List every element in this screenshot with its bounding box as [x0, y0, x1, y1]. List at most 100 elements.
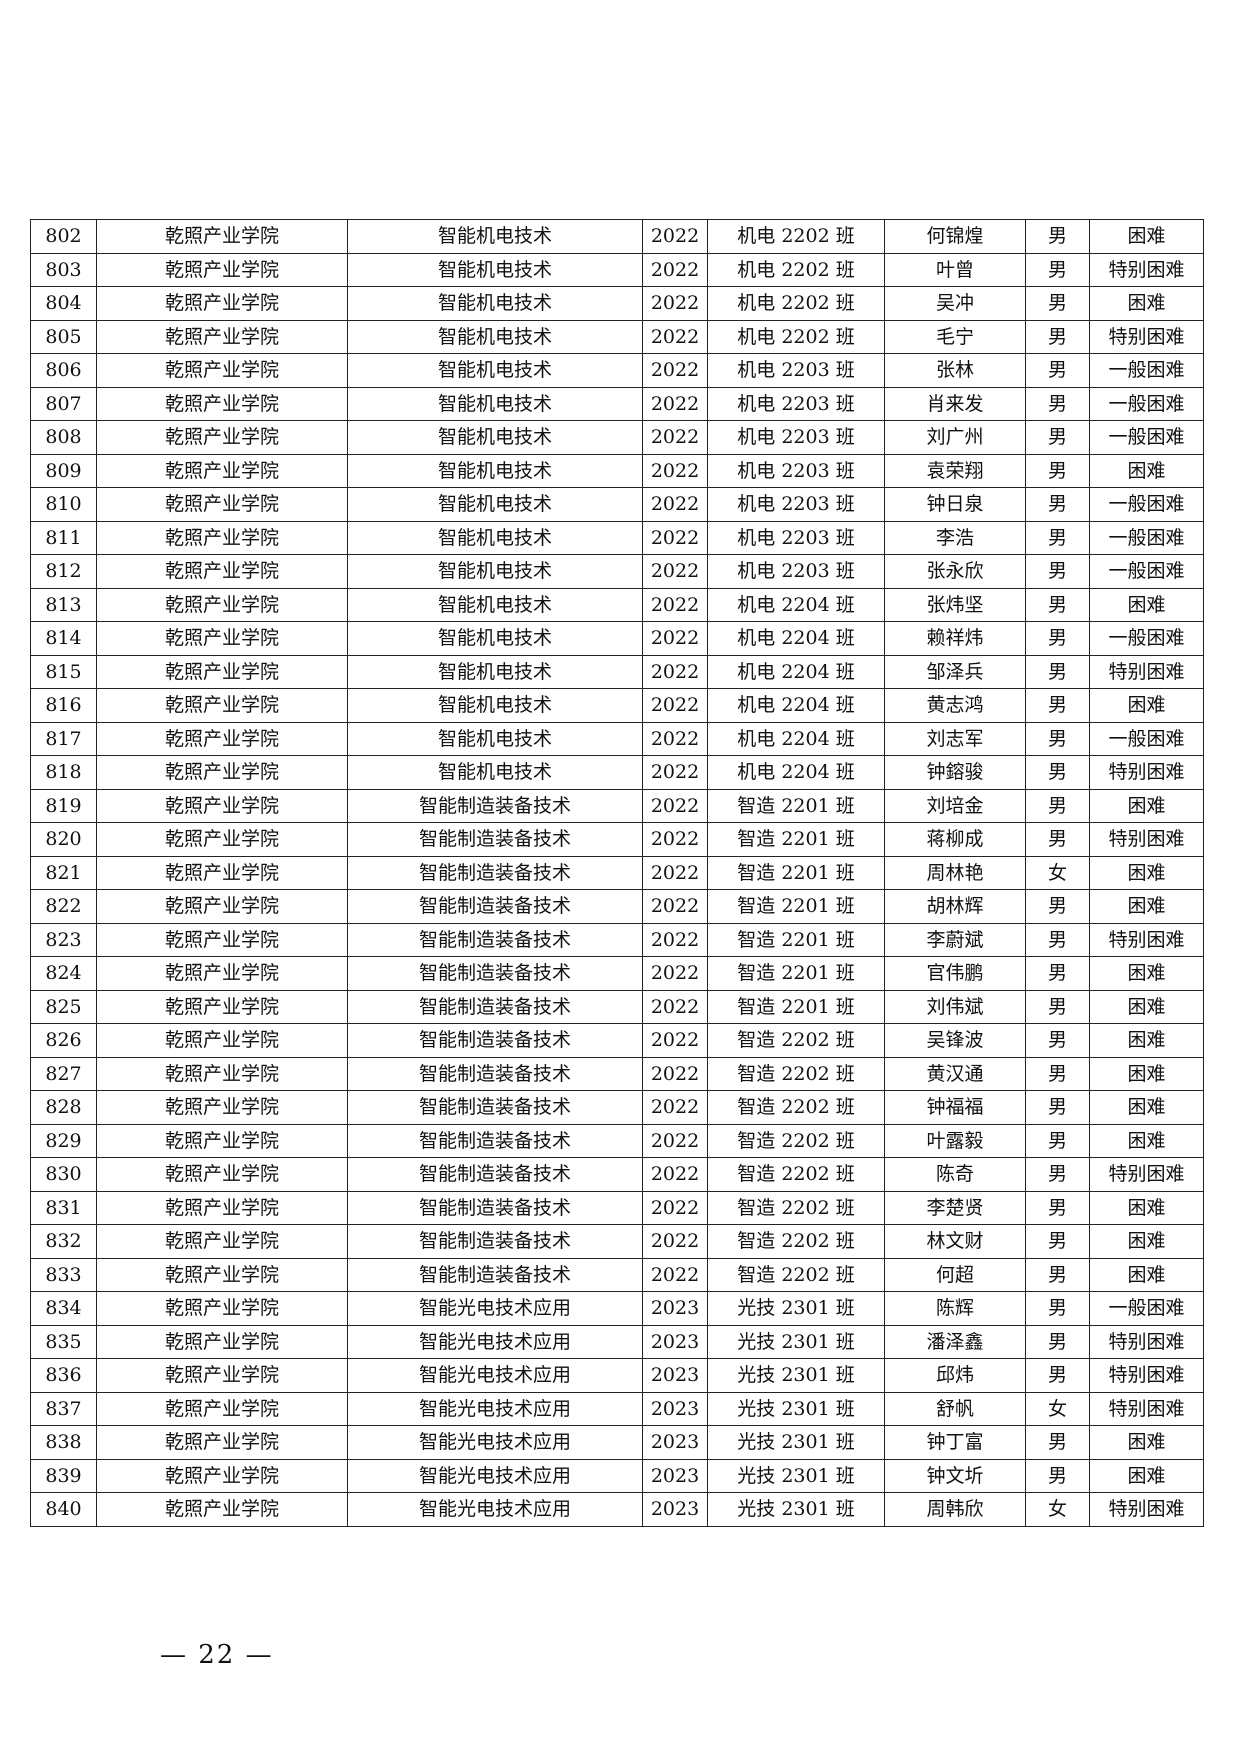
cell-gender: 男 — [1025, 252, 1090, 287]
cell-difficulty-level: 困难 — [1089, 1023, 1204, 1058]
table-row: 822 乾照产业学院 智能制造装备技术 2022 智造 2201 班胡林辉男困难 — [30, 889, 1204, 924]
cell-gender: 男 — [1025, 1023, 1090, 1058]
cell-difficulty-level: 特别困难 — [1089, 1391, 1204, 1426]
cell-grade: 2022 — [642, 554, 708, 589]
cell-row-number: 812 — [30, 554, 97, 589]
cell-row-number: 813 — [30, 587, 97, 622]
cell-student-name: 张林 — [884, 353, 1026, 388]
cell-class: 机电 2204 班 — [707, 755, 885, 790]
cell-major: 智能机电技术 — [347, 219, 643, 254]
cell-class: 机电 2203 班 — [707, 386, 885, 421]
cell-class: 智造 2202 班 — [707, 1123, 885, 1158]
table-row: 834 乾照产业学院 智能光电技术应用 2023 光技 2301 班陈辉男一般困难 — [30, 1291, 1204, 1326]
cell-row-number: 816 — [30, 688, 97, 723]
cell-grade: 2023 — [642, 1425, 708, 1460]
cell-major: 智能光电技术应用 — [347, 1391, 643, 1426]
cell-major: 智能制造装备技术 — [347, 989, 643, 1024]
cell-grade: 2022 — [642, 688, 708, 723]
cell-gender: 男 — [1025, 688, 1090, 723]
cell-row-number: 803 — [30, 252, 97, 287]
table-row: 836 乾照产业学院 智能光电技术应用 2023 光技 2301 班邱炜男特别困难 — [30, 1358, 1204, 1393]
table-row: 826 乾照产业学院 智能制造装备技术 2022 智造 2202 班吴锋波男困难 — [30, 1023, 1204, 1058]
cell-class: 智造 2201 班 — [707, 922, 885, 957]
cell-grade: 2022 — [642, 1056, 708, 1091]
cell-grade: 2022 — [642, 252, 708, 287]
cell-difficulty-level: 特别困难 — [1089, 1324, 1204, 1359]
cell-student-name: 李蔚斌 — [884, 922, 1026, 957]
cell-grade: 2022 — [642, 1023, 708, 1058]
cell-grade: 2022 — [642, 1224, 708, 1259]
cell-major: 智能光电技术应用 — [347, 1358, 643, 1393]
cell-gender: 男 — [1025, 922, 1090, 957]
cell-difficulty-level: 困难 — [1089, 1425, 1204, 1460]
cell-difficulty-level: 一般困难 — [1089, 353, 1204, 388]
cell-class: 智造 2201 班 — [707, 956, 885, 991]
cell-college: 乾照产业学院 — [96, 889, 348, 924]
cell-class: 光技 2301 班 — [707, 1458, 885, 1493]
cell-gender: 男 — [1025, 353, 1090, 388]
cell-difficulty-level: 困难 — [1089, 286, 1204, 321]
cell-row-number: 820 — [30, 822, 97, 857]
table-row: 828 乾照产业学院 智能制造装备技术 2022 智造 2202 班钟福福男困难 — [30, 1090, 1204, 1125]
cell-row-number: 823 — [30, 922, 97, 957]
cell-row-number: 837 — [30, 1391, 97, 1426]
cell-grade: 2022 — [642, 520, 708, 555]
cell-gender: 男 — [1025, 386, 1090, 421]
cell-gender: 男 — [1025, 1257, 1090, 1292]
cell-row-number: 811 — [30, 520, 97, 555]
cell-major: 智能光电技术应用 — [347, 1492, 643, 1527]
cell-difficulty-level: 特别困难 — [1089, 922, 1204, 957]
cell-class: 机电 2202 班 — [707, 219, 885, 254]
cell-student-name: 官伟鹏 — [884, 956, 1026, 991]
table-row: 813 乾照产业学院 智能机电技术 2022 机电 2204 班张炜坚男困难 — [30, 587, 1204, 622]
cell-major: 智能光电技术应用 — [347, 1425, 643, 1460]
cell-student-name: 黄汉通 — [884, 1056, 1026, 1091]
cell-college: 乾照产业学院 — [96, 989, 348, 1024]
cell-grade: 2023 — [642, 1492, 708, 1527]
cell-row-number: 821 — [30, 855, 97, 890]
cell-major: 智能光电技术应用 — [347, 1291, 643, 1326]
table-row: 833 乾照产业学院 智能制造装备技术 2022 智造 2202 班何超男困难 — [30, 1257, 1204, 1292]
cell-difficulty-level: 一般困难 — [1089, 621, 1204, 656]
cell-grade: 2023 — [642, 1358, 708, 1393]
cell-grade: 2022 — [642, 286, 708, 321]
cell-class: 光技 2301 班 — [707, 1391, 885, 1426]
table-row: 810 乾照产业学院 智能机电技术 2022 机电 2203 班钟日泉男一般困难 — [30, 487, 1204, 522]
cell-row-number: 810 — [30, 487, 97, 522]
cell-gender: 女 — [1025, 1391, 1090, 1426]
table-row: 811 乾照产业学院 智能机电技术 2022 机电 2203 班李浩男一般困难 — [30, 520, 1204, 555]
cell-college: 乾照产业学院 — [96, 654, 348, 689]
cell-college: 乾照产业学院 — [96, 386, 348, 421]
cell-major: 智能制造装备技术 — [347, 855, 643, 890]
cell-major: 智能制造装备技术 — [347, 1224, 643, 1259]
cell-grade: 2022 — [642, 1257, 708, 1292]
cell-gender: 男 — [1025, 219, 1090, 254]
cell-difficulty-level: 困难 — [1089, 1458, 1204, 1493]
cell-difficulty-level: 困难 — [1089, 1257, 1204, 1292]
cell-row-number: 825 — [30, 989, 97, 1024]
cell-class: 智造 2202 班 — [707, 1056, 885, 1091]
cell-college: 乾照产业学院 — [96, 1190, 348, 1225]
cell-college: 乾照产业学院 — [96, 1324, 348, 1359]
cell-difficulty-level: 一般困难 — [1089, 420, 1204, 455]
cell-row-number: 809 — [30, 453, 97, 488]
cell-gender: 男 — [1025, 889, 1090, 924]
cell-class: 光技 2301 班 — [707, 1492, 885, 1527]
table-row: 819 乾照产业学院 智能制造装备技术 2022 智造 2201 班刘培金男困难 — [30, 788, 1204, 823]
cell-row-number: 824 — [30, 956, 97, 991]
cell-gender: 男 — [1025, 1458, 1090, 1493]
cell-college: 乾照产业学院 — [96, 587, 348, 622]
cell-college: 乾照产业学院 — [96, 1090, 348, 1125]
cell-class: 智造 2202 班 — [707, 1157, 885, 1192]
cell-gender: 男 — [1025, 487, 1090, 522]
cell-student-name: 钟鎔骏 — [884, 755, 1026, 790]
cell-student-name: 毛宁 — [884, 319, 1026, 354]
cell-difficulty-level: 特别困难 — [1089, 319, 1204, 354]
cell-difficulty-level: 困难 — [1089, 956, 1204, 991]
page-number: — 22 — — [160, 1640, 274, 1670]
cell-major: 智能制造装备技术 — [347, 1157, 643, 1192]
cell-difficulty-level: 困难 — [1089, 788, 1204, 823]
cell-difficulty-level: 特别困难 — [1089, 1157, 1204, 1192]
cell-college: 乾照产业学院 — [96, 1056, 348, 1091]
cell-major: 智能制造装备技术 — [347, 1023, 643, 1058]
